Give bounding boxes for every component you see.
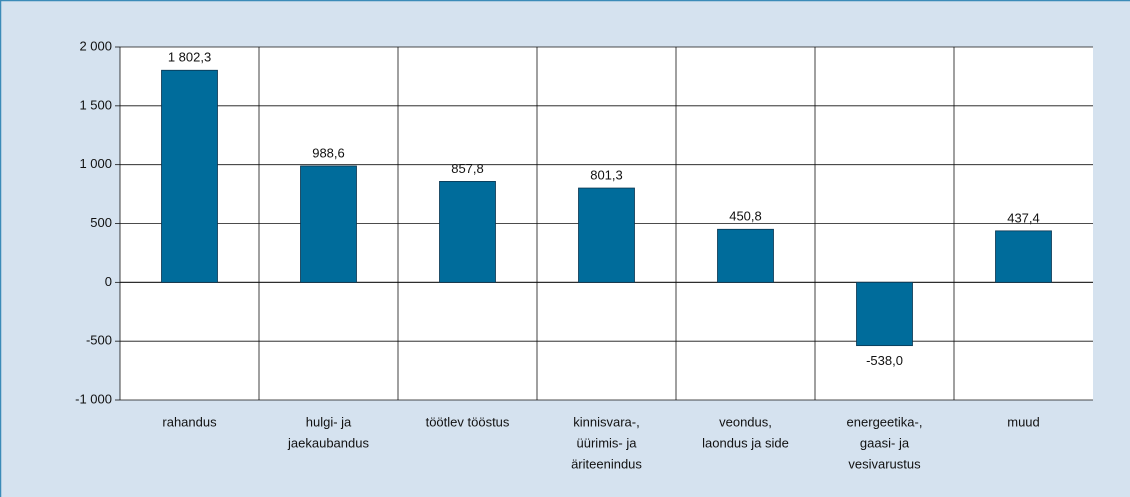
y-tick-label: 1 000 [79,156,112,171]
x-tick-label: üürimis- ja [577,435,638,450]
data-label: 801,3 [590,167,623,182]
data-label: 437,4 [1007,210,1040,225]
x-tick-label: energeetika-, [847,414,923,429]
x-tick-label: muud [1007,414,1040,429]
bar [856,281,913,347]
bar [439,180,496,283]
y-tick-label: -1 000 [75,391,112,406]
y-tick-label: 1 500 [79,97,112,112]
data-label: 450,8 [729,209,762,224]
x-tick-label: kinnisvara-, [573,414,639,429]
y-tick-label: 0 [105,274,112,289]
data-label: 1 802,3 [168,50,211,65]
x-tick-label: vesivarustus [848,456,921,471]
bar [717,228,774,283]
y-tick-label: 2 000 [79,38,112,53]
x-tick-label: hulgi- ja [306,414,352,429]
x-tick-label: äriteenindus [571,456,642,471]
data-label: 988,6 [312,145,345,160]
x-tick-label: gaasi- ja [860,435,910,450]
data-label: 857,8 [451,161,484,176]
y-tick-label: -500 [86,333,112,348]
x-tick-label: laondus ja side [702,435,789,450]
data-label: -538,0 [866,353,903,368]
bar [161,69,218,283]
y-tick-label: 500 [90,215,112,230]
x-tick-label: rahandus [162,414,217,429]
bar [300,165,357,283]
bar [995,230,1052,283]
bar [578,187,635,283]
x-tick-label: töötlev tööstus [426,414,510,429]
x-tick-label: jaekaubandus [287,435,369,450]
x-tick-label: veondus, [719,414,772,429]
